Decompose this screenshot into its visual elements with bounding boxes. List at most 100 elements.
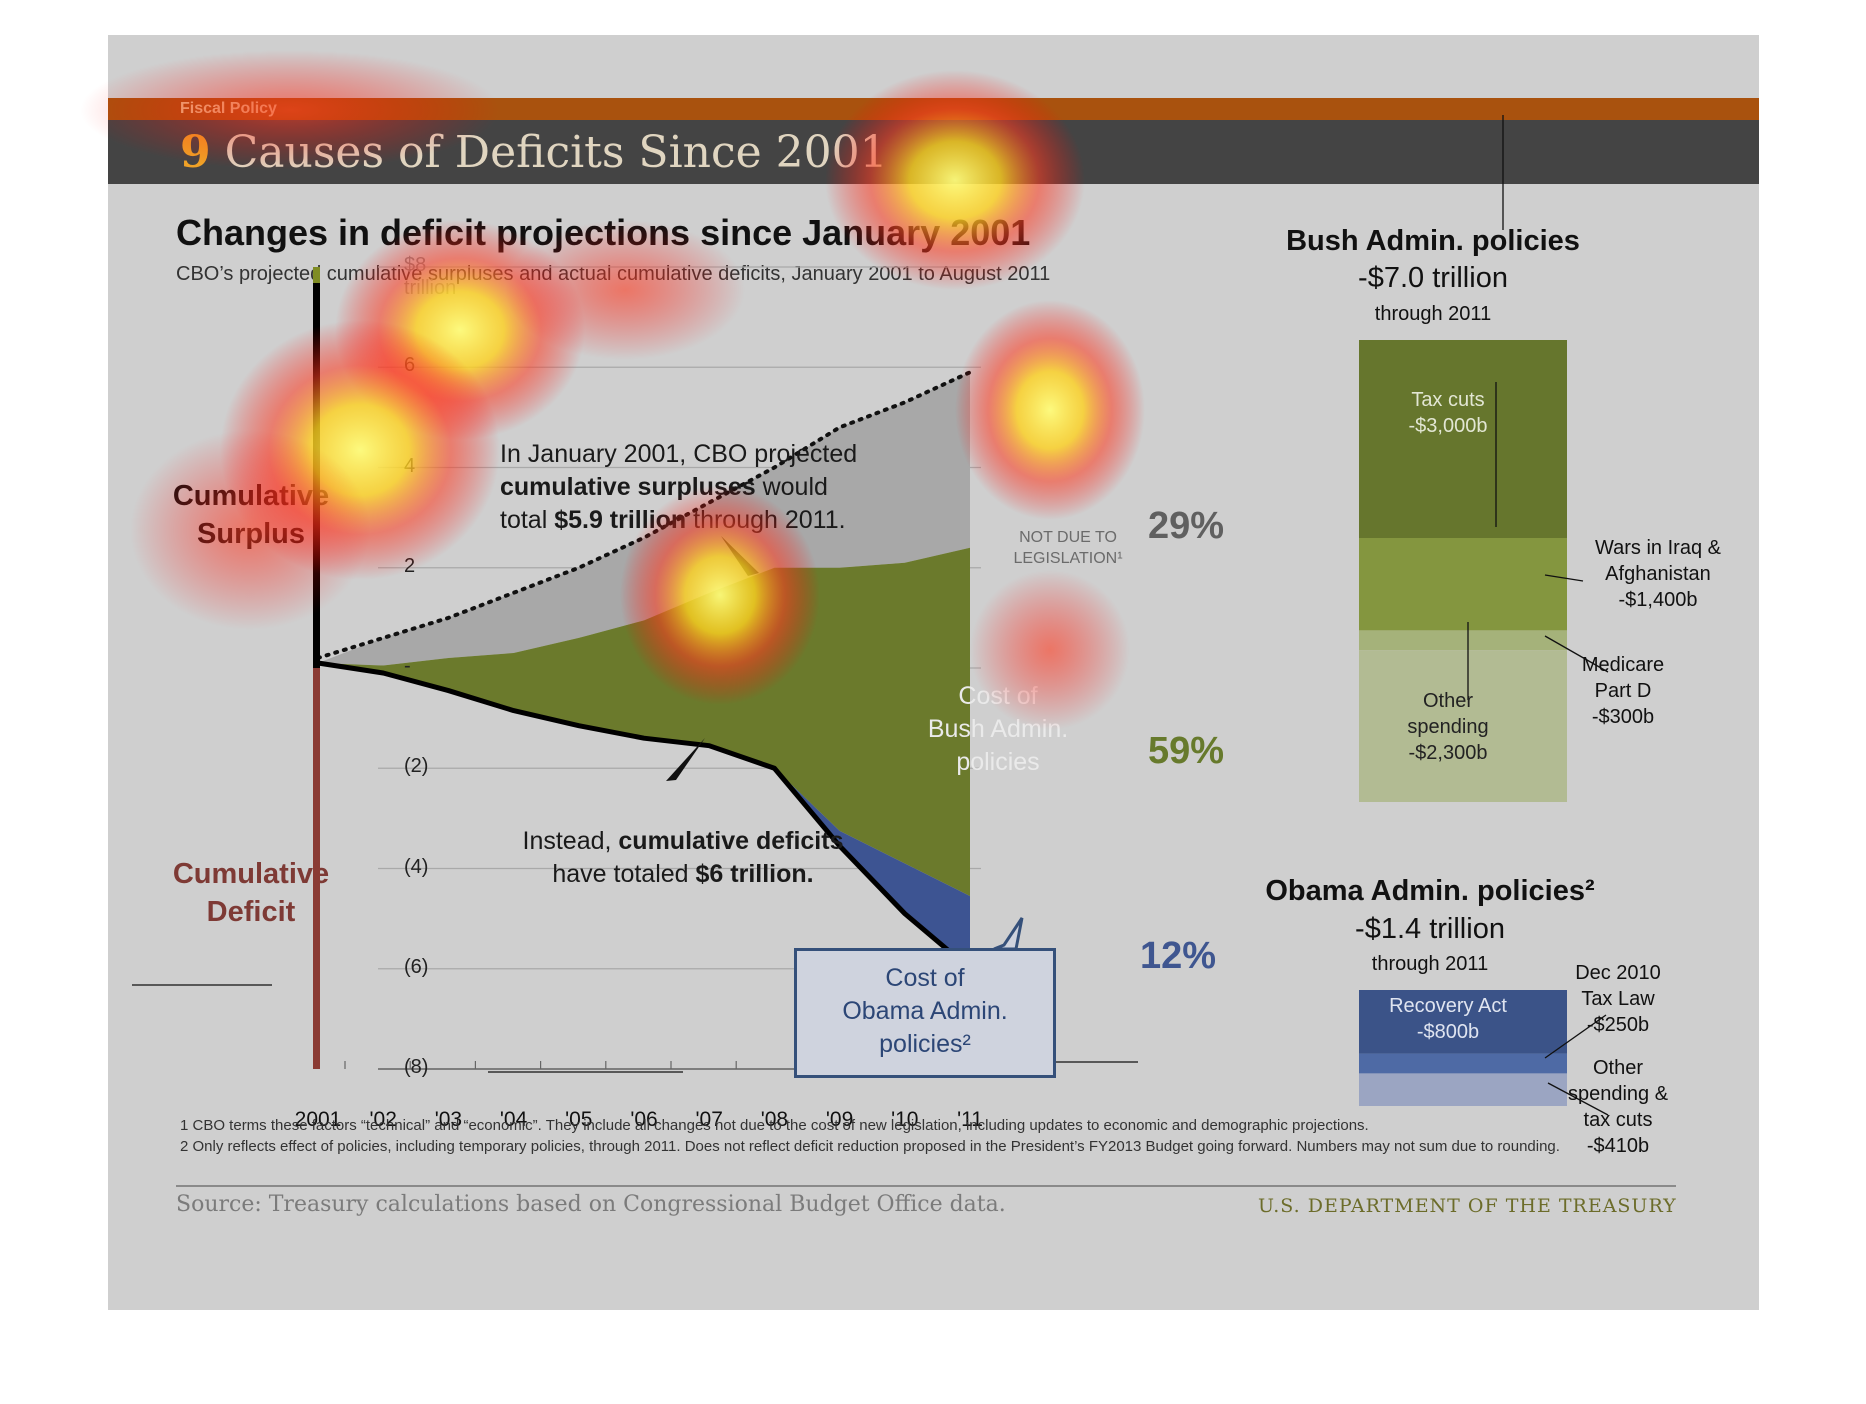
surplus-annot-c: would [755, 473, 828, 501]
y-tick-label: (4) [404, 855, 429, 878]
bush-cost-line3: policies [956, 748, 1040, 776]
medicare-callout: Medicare Part D -$300b [1548, 652, 1698, 730]
wars-leader-line [1544, 574, 1584, 582]
obama-share-label: 12% [1140, 935, 1217, 977]
obama-cost-line2: Obama Admin. [842, 997, 1008, 1025]
x-tick-label: 2001 [294, 1108, 342, 1131]
bush-stack-segment-3 [1359, 650, 1567, 802]
footnotes: 1 CBO terms these factors “technical” an… [180, 1115, 1640, 1157]
scale-bar-cap [313, 267, 320, 283]
wars-callout-line2: Afghanistan [1605, 563, 1711, 585]
x-tick-label: '04 [499, 1108, 528, 1131]
x-tick-label: '06 [630, 1108, 658, 1131]
medicare-callout-line3: -$300b [1591, 706, 1655, 728]
surplus-annot-d: total [500, 506, 555, 534]
other-spending-label: Other spending -$2,300b [1348, 688, 1548, 766]
surplus-annot-e: $5.9 trillion [554, 506, 687, 534]
bush-cost-line2: Bush Admin. [927, 715, 1069, 743]
obama-stack-segment-1 [1359, 1053, 1567, 1074]
surplus-annot-f: through 2011. [686, 506, 846, 534]
surplus-scale-bar [313, 267, 320, 668]
y-tick-label: 4 [404, 454, 416, 477]
deficit-annotation-pointer [666, 738, 705, 781]
x-tick-label: '07 [695, 1108, 723, 1131]
tax-law-callout-line3: -$250b [1586, 1014, 1650, 1036]
other-spending-label-line3: -$2,300b [1408, 742, 1488, 764]
obama-callout-pointer [993, 917, 1024, 951]
wars-callout-line3: -$1,400b [1618, 589, 1698, 611]
obama-stack-segment-2 [1359, 1073, 1567, 1106]
medicare-callout-line2: Part D [1594, 680, 1652, 702]
y-tick-label: (2) [404, 755, 429, 778]
y-tick-label: 6 [404, 354, 416, 377]
y-tick-label: $8 trillion [404, 254, 457, 299]
bush-stack-segment-0 [1359, 340, 1567, 538]
bush-cost-line1: Cost of [958, 682, 1038, 710]
other-tax-leader-line [1547, 1082, 1609, 1116]
x-tick-label: '03 [434, 1108, 463, 1131]
other-tax-callout-line2: spending & [1567, 1083, 1669, 1105]
footer-divider [176, 1185, 1676, 1187]
tax-cuts-label-line2: -$3,000b [1408, 415, 1488, 437]
not-due-annotation: NOT DUE TO LEGISLATION¹ [978, 527, 1158, 569]
surplus-annot-b: cumulative surpluses [500, 473, 756, 501]
wars-callout: Wars in Iraq & Afghanistan -$1,400b [1548, 535, 1759, 613]
deficit-annot-d: $6 trillion. [695, 860, 814, 888]
bush-panel-subtitle: through 2011 [1374, 303, 1492, 325]
x-tick-label: '08 [760, 1108, 789, 1131]
obama-cost-line3: policies² [879, 1030, 971, 1058]
slide: Fiscal Policy 9 Causes of Deficits Since… [108, 35, 1759, 1310]
actual-deficit-line [317, 660, 972, 971]
wars-callout-line1: Wars in Iraq & [1595, 537, 1721, 559]
obama-cost-callout: Cost of Obama Admin. policies² [794, 948, 1056, 1078]
agency-name: U.S. DEPARTMENT OF THE TREASURY [1258, 1195, 1677, 1217]
x-tick-label: '10 [891, 1108, 919, 1131]
obama-panel-title: Obama Admin. policies² [1265, 875, 1595, 907]
not-due-line2: LEGISLATION¹ [1013, 550, 1123, 567]
bush-stack-segment-2 [1359, 630, 1567, 651]
obama-stack-segment-0 [1359, 990, 1567, 1054]
other-spending-label-line1: Other [1422, 690, 1474, 712]
bush-panel-amount: -$7.0 trillion [1358, 262, 1508, 294]
deficit-label-line1: Cumulative [172, 858, 330, 890]
obama-panel-subtitle: through 2011 [1371, 953, 1489, 975]
y-tick-label: (8) [404, 1056, 429, 1078]
recovery-act-label-line1: Recovery Act [1389, 995, 1507, 1017]
not-due-share-label: 29% [1148, 505, 1225, 547]
tax-law-callout: Dec 2010 Tax Law -$250b [1553, 960, 1683, 1038]
bush-panel-title: Bush Admin. policies [1286, 225, 1580, 257]
deficit-axis-label: Cumulative Deficit [166, 855, 336, 931]
surplus-annot-a: In January 2001, CBO projected [500, 440, 858, 468]
medicare-callout-line1: Medicare [1581, 654, 1665, 676]
tax-law-leader-line [1544, 1014, 1607, 1059]
tax-law-callout-line1: Dec 2010 [1575, 962, 1661, 984]
other-tax-callout-line3: tax cuts [1583, 1109, 1653, 1131]
bush-stack-segment-1 [1359, 538, 1567, 631]
footnote-1: 1 CBO terms these factors “technical” an… [180, 1117, 1369, 1134]
deficit-annot-b: cumulative deficits [618, 827, 844, 855]
tax-law-callout-line2: Tax Law [1581, 988, 1655, 1010]
tax-cuts-label: Tax cuts -$3,000b [1348, 387, 1548, 439]
other-spending-label-line2: spending [1407, 716, 1489, 738]
recovery-act-label: Recovery Act -$800b [1348, 993, 1548, 1045]
other-tax-callout-line1: Other [1592, 1057, 1644, 1079]
deficit-label-line2: Deficit [206, 896, 296, 928]
recovery-act-label-line2: -$800b [1416, 1021, 1480, 1043]
bush-share-label: 59% [1148, 730, 1225, 772]
tax-cuts-label-line1: Tax cuts [1411, 389, 1485, 411]
projected-surplus-line [316, 370, 972, 660]
deficit-annot-a: Instead, [522, 827, 619, 855]
other-spending-tax-callout: Other spending & tax cuts -$410b [1548, 1055, 1688, 1159]
source-note: Source: Treasury calculations based on C… [176, 1192, 1006, 1217]
deficit-annot-c: have totaled [552, 860, 696, 888]
y-tick-label: (6) [404, 955, 429, 978]
x-tick-label: '11 [957, 1108, 983, 1131]
deficit-annotation: Instead, cumulative deficits have totale… [468, 825, 898, 891]
surplus-annotation: In January 2001, CBO projected cumulativ… [500, 438, 920, 537]
y-tick-label: 2 [404, 554, 416, 577]
not-due-line1: NOT DUE TO [1019, 529, 1117, 546]
obama-cost-line1: Cost of [885, 964, 965, 992]
x-tick-label: '09 [825, 1108, 854, 1131]
obama-panel-amount: -$1.4 trillion [1355, 913, 1505, 945]
x-tick-label: '02 [369, 1108, 397, 1131]
